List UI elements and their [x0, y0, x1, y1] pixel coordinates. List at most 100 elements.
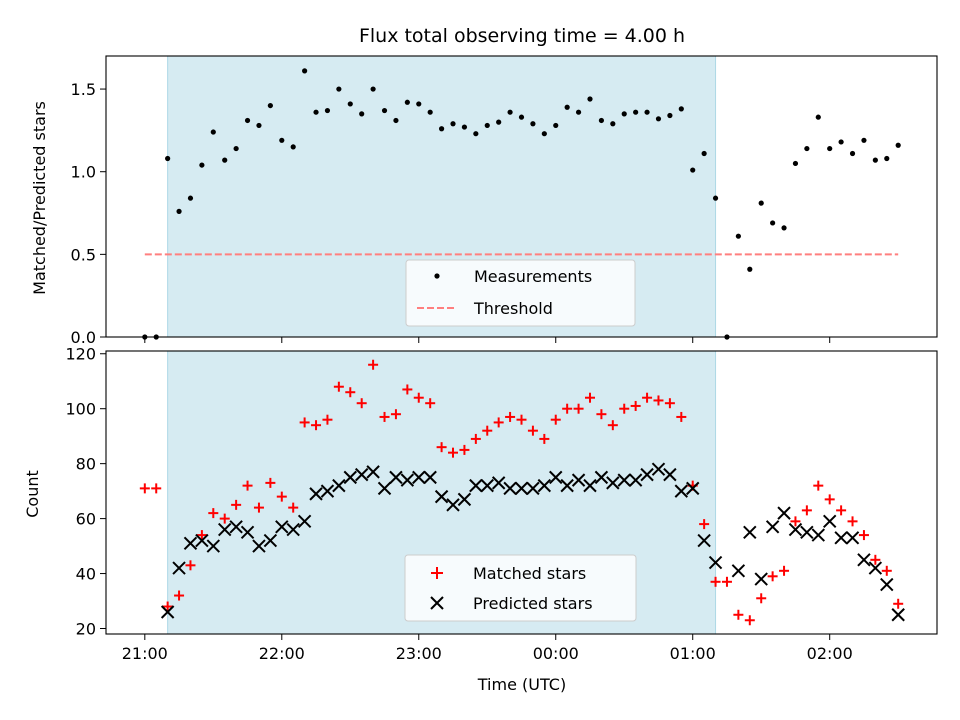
measurement-point: [838, 139, 844, 145]
counts-legend: Matched stars Predicted stars: [404, 554, 637, 622]
measurement-point: [621, 111, 627, 117]
matched-stars-point: [699, 519, 710, 530]
counts-axis-ticks: 21:00 22:00 23:00 00:00 01:00 02:00 20 40 60 80 10…: [65, 345, 852, 663]
y-tick-label: 40: [76, 565, 96, 584]
matched-stars-point: [459, 444, 470, 455]
measurement-point: [176, 208, 182, 214]
measurement-point: [804, 145, 810, 152]
y-tick-label: 1.0: [71, 163, 96, 182]
matched-stars-point: [858, 530, 869, 541]
x-tick-label: 02:00: [807, 644, 853, 663]
measurement-point: [359, 111, 365, 117]
matched-stars-point: [448, 447, 459, 458]
matched-stars-point: [516, 414, 527, 425]
measurement-point: [861, 137, 867, 143]
matched-stars-point: [550, 414, 561, 425]
matched-stars-point: [174, 590, 185, 601]
matched-stars-point: [824, 494, 835, 505]
matched-stars-point: [790, 516, 801, 527]
matched-stars-point: [630, 400, 641, 411]
matched-stars-point: [470, 433, 481, 444]
matched-stars-point: [402, 384, 413, 395]
matched-stars-point: [219, 513, 230, 524]
y-tick-label: 1.5: [71, 80, 96, 99]
x-tick-label: 21:00: [122, 644, 168, 663]
predicted-stars-point: [354, 467, 369, 482]
matched-stars-point: [345, 387, 356, 398]
measurement-point: [393, 117, 399, 124]
measurement-point: [849, 150, 856, 157]
predicted-stars-point: [160, 605, 175, 619]
measurement-point: [610, 121, 616, 127]
x-tick-label: 01:00: [670, 644, 716, 663]
predicted-stars-point: [514, 481, 529, 496]
measurement-point: [541, 131, 547, 137]
measurement-point: [210, 129, 216, 135]
matched-stars-point: [482, 425, 493, 436]
measurement-point: [667, 112, 673, 119]
measurement-point: [792, 160, 799, 167]
predicted-stars-point: [423, 470, 437, 485]
measurement-point: [815, 114, 821, 120]
predicted-stars-point: [206, 539, 221, 553]
matched-stars-point: [208, 508, 219, 519]
predicted-stars-point: [275, 520, 289, 534]
measurement-point: [199, 162, 205, 168]
measurement-point: [518, 114, 525, 120]
measurement-point: [279, 137, 285, 143]
measurement-point: [690, 167, 696, 173]
legend-marker-predicted: [430, 596, 444, 610]
measurement-point: [450, 121, 456, 127]
counts-panel: 21:00 22:00 23:00 00:00 01:00 02:00 20 40 60 80 10…: [23, 345, 938, 694]
predicted-stars-point: [571, 473, 586, 487]
measurement-point: [427, 109, 433, 115]
ratio-y-axis-label: Matched/Predicted stars: [30, 101, 49, 295]
measurement-point: [244, 117, 251, 124]
measurement-point: [507, 109, 513, 115]
predicted-stars-point: [343, 470, 357, 485]
matched-stars-point: [231, 499, 242, 510]
y-tick-label: 120: [65, 345, 96, 364]
measurement-point: [655, 116, 662, 122]
matched-stars-point: [573, 403, 584, 414]
predicted-stars-point: [800, 525, 814, 540]
predicted-stars-point: [743, 525, 757, 540]
matched-stars-point: [710, 576, 721, 587]
predicted-stars-point: [195, 533, 209, 548]
matched-stars-point: [333, 381, 344, 392]
matched-stars-point: [151, 483, 162, 494]
matched-stars-point: [539, 433, 550, 444]
predicted-stars-point: [491, 476, 506, 490]
matched-stars-point: [744, 615, 755, 626]
measurement-point: [416, 101, 422, 107]
measurement-point: [256, 122, 262, 129]
measurement-point: [370, 86, 376, 92]
predicted-stars-point: [183, 536, 198, 551]
matched-stars-point: [642, 392, 653, 403]
matched-stars-point: [676, 411, 687, 422]
predicted-stars-point: [880, 577, 894, 592]
predicted-stars-point: [857, 553, 871, 567]
predicted-stars-point: [480, 478, 494, 493]
measurements-series: [142, 68, 901, 340]
measurement-point: [324, 107, 331, 114]
measurement-point: [564, 104, 570, 110]
measurement-point: [165, 155, 171, 162]
predicted-stars-point: [366, 465, 380, 479]
measurement-point: [187, 195, 194, 201]
matched-stars-point: [368, 359, 379, 370]
predicted-stars-point: [663, 467, 677, 482]
matched-stars-point: [664, 398, 675, 409]
matched-stars-point: [493, 417, 504, 428]
predicted-stars-point: [674, 484, 689, 498]
measurement-point: [381, 107, 388, 114]
predicted-stars-point: [628, 473, 643, 487]
matched-stars-point: [436, 442, 447, 453]
predicted-stars-point: [252, 539, 266, 553]
matched-stars-point: [733, 609, 744, 620]
matched-stars-point: [836, 505, 847, 516]
matched-stars-point: [311, 420, 322, 431]
predicted-stars-point: [412, 470, 426, 485]
matched-stars-point: [596, 409, 607, 420]
